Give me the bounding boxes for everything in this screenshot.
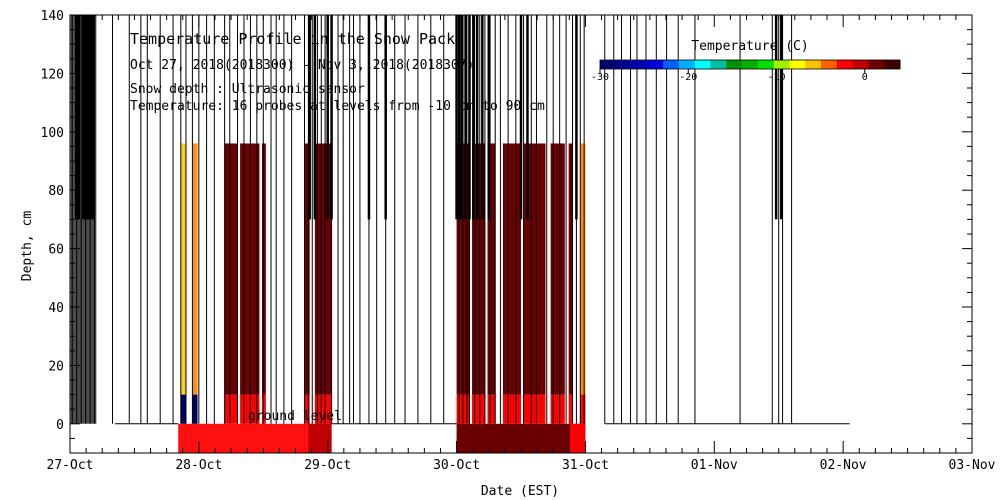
snow-cell	[304, 143, 310, 395]
chart-title: Temperature Profile in the Snow Pack	[130, 30, 455, 48]
colorbar-swatch	[789, 60, 806, 69]
x-axis-label: Date (EST)	[481, 484, 559, 499]
snow-cell	[224, 143, 238, 395]
snow-cell	[550, 394, 565, 424]
y-tick-label: 0	[56, 418, 64, 433]
x-tick-label: 29-Oct	[304, 458, 351, 473]
snow-cell	[502, 143, 521, 395]
ground-level-label: ground level	[248, 409, 342, 424]
snow-temperature-layer	[180, 143, 586, 424]
snow-cell	[568, 394, 573, 424]
colorbar-swatch	[884, 60, 901, 69]
y-tick-label: 100	[41, 126, 64, 141]
y-tick-label: 60	[48, 243, 64, 258]
snow-cell	[487, 394, 496, 424]
x-tick-label: 31-Oct	[562, 458, 609, 473]
y-tick-label: 80	[48, 184, 64, 199]
snow-cell	[550, 143, 565, 395]
snow-cell	[314, 394, 332, 424]
snow-cell	[304, 394, 310, 424]
y-tick-label: 40	[48, 301, 64, 316]
y-axis-label: Depth, cm	[20, 211, 35, 282]
y-tick-label: 140	[41, 9, 64, 24]
snow-cell	[502, 394, 521, 424]
colorbar: Temperature (C) -30 -20 -10 0	[591, 39, 901, 83]
colorbar-tick-label: -30	[591, 72, 609, 83]
x-tick-label: 27-Oct	[47, 458, 94, 473]
colorbar-swatch	[647, 60, 664, 69]
x-tick-label: 02-Nov	[820, 458, 867, 473]
snow-cell	[192, 143, 198, 395]
y-tick-label: 120	[41, 67, 64, 82]
snow-cell	[240, 143, 260, 395]
colorbar-tick-label: -20	[679, 72, 697, 83]
colorbar-swatch	[710, 60, 727, 69]
snow-cell	[192, 394, 198, 424]
colorbar-swatch	[773, 60, 790, 69]
snow-cell	[224, 394, 238, 424]
soil-cell	[569, 423, 586, 453]
colorbar-swatch	[694, 60, 712, 69]
colorbar-tick-label: -10	[767, 72, 785, 83]
soil-cell	[178, 423, 332, 453]
y-tick-label: 20	[48, 359, 64, 374]
colorbar-swatch	[868, 60, 885, 69]
colorbar-title: Temperature (C)	[691, 39, 808, 54]
snow-cell	[523, 394, 546, 424]
note-temperature: Temperature: 16 probes at levels from -1…	[130, 99, 545, 114]
snow-cell	[261, 394, 266, 424]
snow-cell	[580, 394, 586, 424]
colorbar-tick-label: 0	[862, 72, 868, 83]
note-snow-depth: Snow depth : Ultrasonic sensor	[130, 82, 365, 97]
snow-cell	[580, 143, 586, 395]
chart-subtitle: Oct 27, 2018(2018300) - Nov 3, 2018(2018…	[130, 58, 474, 73]
colorbar-frame	[599, 59, 901, 70]
x-tick-label: 30-Oct	[433, 458, 480, 473]
snow-cell	[240, 394, 260, 424]
snow-cell	[180, 394, 186, 424]
colorbar-swatch	[600, 60, 617, 69]
colorbar-swatch	[726, 60, 743, 69]
colorbar-swatch	[757, 60, 775, 69]
snow-cell	[523, 143, 546, 395]
colorbar-swatch	[663, 60, 680, 69]
soil-cell	[308, 423, 332, 453]
snow-cell	[261, 143, 266, 395]
colorbar-swatch	[678, 60, 696, 69]
snow-depth-trace	[70, 15, 850, 425]
colorbar-swatch	[821, 60, 838, 69]
x-tick-label: 28-Oct	[175, 458, 222, 473]
snow-cell	[487, 143, 496, 395]
colorbar-swatch	[742, 60, 759, 69]
x-tick-label: 01-Nov	[691, 458, 738, 473]
colorbar-swatch	[631, 60, 648, 69]
snow-cell	[568, 143, 573, 395]
colorbar-swatch	[836, 60, 854, 69]
snow-cell	[472, 394, 485, 424]
x-tick-label: 03-Nov	[949, 458, 996, 473]
colorbar-swatch	[615, 60, 633, 69]
axes: 0 20 40 60 80 100 120 140 27-Oct 28-Oct 29-Oct 30-O…	[41, 9, 996, 473]
colorbar-swatch	[852, 60, 869, 69]
snow-cell	[180, 143, 186, 395]
soil-temperature-layer	[178, 423, 586, 453]
colorbar-swatch	[805, 60, 822, 69]
